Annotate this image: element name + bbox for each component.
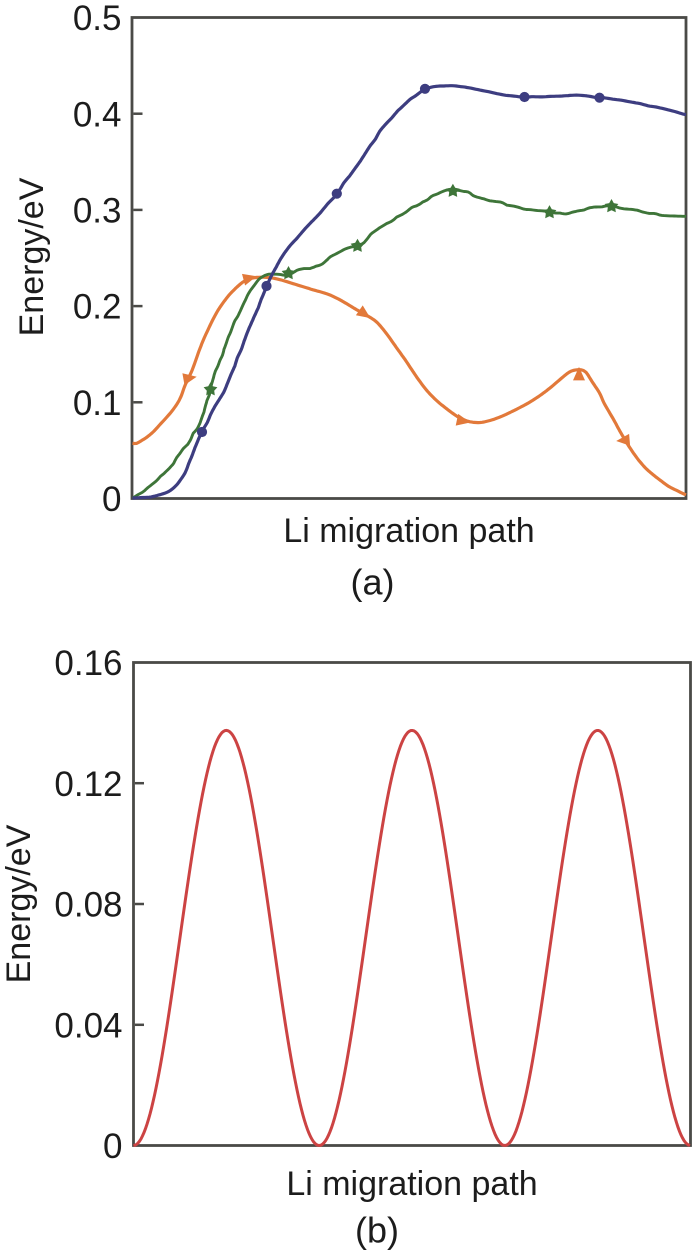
svg-text:Energy/eV: Energy/eV (13, 177, 51, 336)
svg-text:Li migration path: Li migration path (283, 512, 534, 550)
svg-text:(b): (b) (355, 1210, 399, 1251)
svg-text:0.04: 0.04 (54, 1006, 122, 1045)
svg-text:0.4: 0.4 (73, 95, 122, 134)
svg-text:0.3: 0.3 (73, 192, 122, 231)
svg-text:0: 0 (102, 480, 121, 519)
svg-text:Energy/eV: Energy/eV (0, 824, 38, 983)
svg-text:0.1: 0.1 (73, 384, 122, 423)
svg-text:0: 0 (103, 1127, 122, 1166)
svg-text:0.12: 0.12 (54, 765, 122, 804)
svg-text:0.2: 0.2 (73, 288, 122, 327)
svg-text:0.16: 0.16 (54, 644, 122, 683)
svg-text:0.08: 0.08 (54, 886, 122, 925)
svg-text:(a): (a) (351, 562, 395, 603)
svg-text:0.5: 0.5 (73, 0, 122, 38)
svg-text:Li migration path: Li migration path (286, 1165, 537, 1203)
